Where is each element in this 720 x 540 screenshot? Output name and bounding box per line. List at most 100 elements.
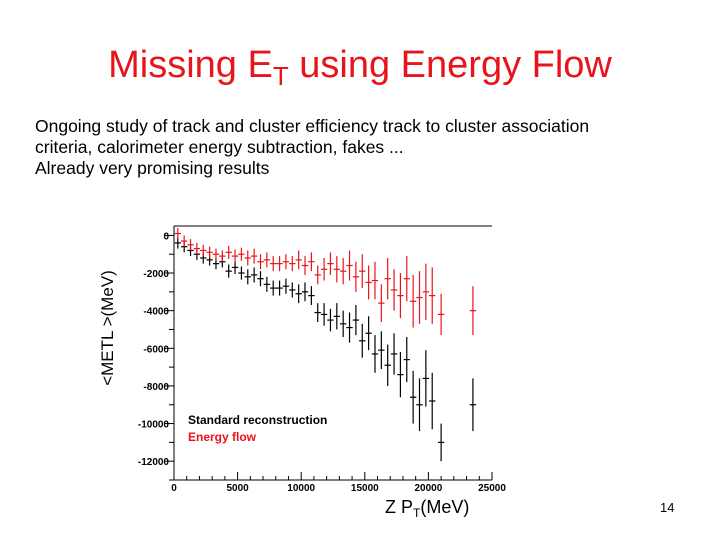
standard-reco-point [333,303,340,330]
energy-flow-point [301,256,309,275]
energy-flow-point [282,254,290,270]
energy-flow-point [187,239,194,251]
standard-reco-point [437,423,445,462]
energy-flow-point [238,247,245,261]
y-tick-label: -8000 [143,382,169,393]
energy-flow-point [180,235,188,247]
standard-reco-point [320,303,328,326]
legend-energy-flow: Energy flow [188,430,257,444]
y-tick-label: -6000 [143,344,169,355]
standard-reco-point [257,271,264,287]
standard-reco-point [390,333,398,375]
y-tick-label: -2000 [143,269,169,280]
standard-reco-point [289,282,296,298]
energy-flow-point [206,246,213,258]
energy-flow-point [403,256,410,302]
energy-flow-point [212,248,220,260]
energy-flow-point [429,267,436,324]
standard-reco-point [250,267,258,283]
energy-flow-point [378,284,385,322]
energy-flow-point [371,261,379,300]
standard-reco-point [397,352,404,398]
standard-reco-point [314,303,321,322]
energy-flow-point [327,252,334,275]
energy-flow-point [390,269,398,311]
y-axis-label: <METL >(MeV) [98,270,117,386]
page-title: Missing ET using Energy Flow [108,44,612,91]
body-text: Ongoing study of track and cluster effic… [35,116,705,179]
energy-flow-point [437,293,445,336]
standard-reco-point [416,378,423,432]
energy-flow-point [333,256,340,283]
y-tick-label: -4000 [143,307,169,318]
energy-flow-point [270,256,277,272]
x-tick-label: 20000 [414,483,442,494]
energy-flow-point [289,256,296,272]
energy-flow-point [416,271,423,324]
standard-reco-point [346,312,353,343]
y-tick-label: -12000 [138,457,170,468]
body-line: criteria, calorimeter energy subtraction… [35,137,404,157]
energy-flow-point [244,250,251,266]
standard-reco-point [174,237,181,249]
standard-reco-point [378,331,385,369]
energy-flow-point [346,250,353,281]
standard-reco-point [384,344,391,386]
x-tick-label: 0 [171,483,177,494]
standard-reco-point [301,282,309,302]
standard-reco-point [365,316,372,351]
energy-flow-point [359,254,366,289]
standard-reco-point [359,323,366,358]
x-tick-label: 25000 [478,483,506,494]
body-line: Ongoing study of track and cluster effic… [35,116,590,136]
energy-flow-point [365,265,372,300]
standard-reco-point [238,266,245,280]
energy-flow-point [384,257,391,300]
energy-flow-point [320,257,328,281]
energy-flow-point [250,248,258,264]
energy-flow-point [225,245,232,259]
energy-flow-point [469,286,477,336]
standard-reco-point [244,269,251,285]
y-tick-label: 0 [163,231,169,242]
x-tick-label: 5000 [226,483,249,494]
energy-flow-point [276,256,283,272]
energy-flow-point [231,249,239,263]
energy-flow-point [219,250,226,262]
x-tick-label: 10000 [287,483,315,494]
energy-flow-point [422,263,430,321]
energy-flow-point [193,242,201,255]
standard-reco-point [295,284,302,304]
standard-reco-point [225,264,232,278]
standard-reco-point [469,378,477,432]
standard-reco-point [282,278,290,294]
standard-reco-point [409,370,417,424]
standard-reco-point [327,308,334,332]
standard-reco-point [403,337,410,383]
energy-flow-point [308,252,315,272]
standard-reco-point [308,286,315,306]
energy-flow-point [409,274,417,328]
energy-flow-point [339,257,347,285]
energy-flow-point [352,261,360,292]
standard-reco-point [422,350,430,407]
standard-reco-point [276,280,283,296]
energy-flow-point [295,250,302,270]
legend-standard-reconstruction: Standard reconstruction [188,413,327,427]
energy-flow-point [263,252,271,268]
standard-reco-point [263,276,271,292]
standard-reco-point [231,260,239,274]
energy-flow-point [397,273,404,319]
x-axis-label: Z PT(MeV) [385,497,470,520]
standard-reco-point [371,335,379,373]
page-number: 14 [660,500,675,515]
energy-flow-point [200,244,207,257]
standard-reco-point [429,372,436,430]
energy-flow-point [257,254,264,270]
standard-reco-point [352,305,360,336]
body-line: Already very promising results [35,158,270,178]
energy-flow-point [314,265,321,285]
x-tick-label: 15000 [351,483,379,494]
energy-flow-point [174,227,181,240]
